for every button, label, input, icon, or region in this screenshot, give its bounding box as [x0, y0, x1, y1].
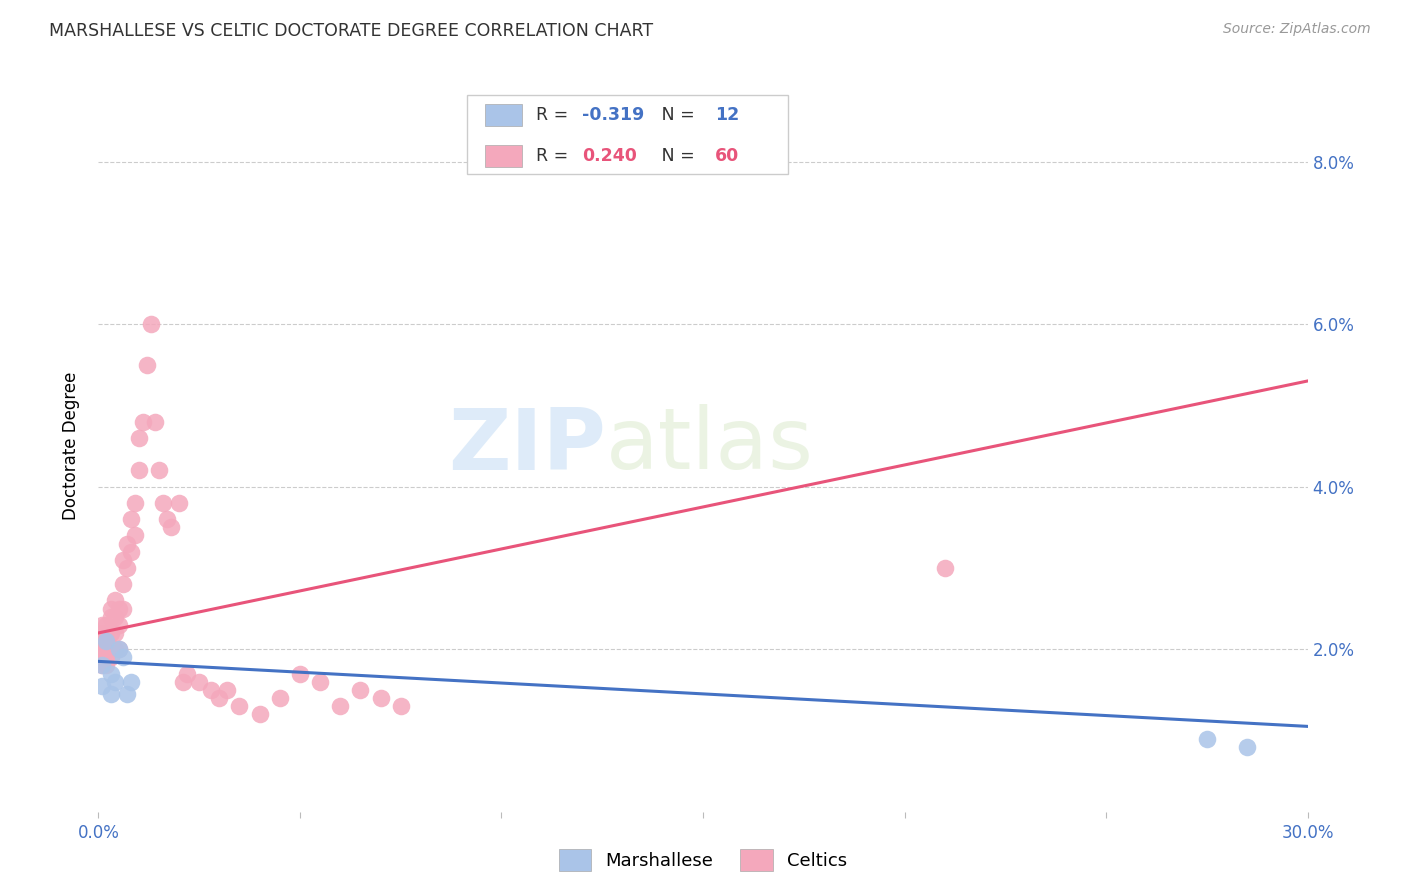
- Point: [934, 561, 956, 575]
- Point: [96, 634, 118, 648]
- Legend: Marshallese, Celtics: Marshallese, Celtics: [551, 842, 855, 879]
- Point: [107, 642, 129, 657]
- FancyBboxPatch shape: [485, 145, 522, 167]
- Point: [111, 601, 134, 615]
- Text: N =: N =: [645, 146, 700, 165]
- Point: [1195, 731, 1218, 746]
- Point: [120, 512, 142, 526]
- Point: [111, 577, 134, 591]
- Point: [208, 690, 231, 705]
- Point: [91, 617, 114, 632]
- Point: [96, 658, 118, 673]
- Point: [349, 682, 371, 697]
- Text: R =: R =: [536, 106, 574, 124]
- Point: [107, 642, 129, 657]
- Point: [103, 626, 125, 640]
- Point: [96, 650, 118, 665]
- Point: [107, 617, 129, 632]
- Point: [389, 699, 412, 714]
- Point: [100, 666, 122, 681]
- Point: [249, 707, 271, 722]
- Point: [120, 674, 142, 689]
- Text: 0.240: 0.240: [582, 146, 637, 165]
- Point: [96, 626, 118, 640]
- Point: [107, 601, 129, 615]
- Text: atlas: atlas: [606, 404, 814, 488]
- Point: [152, 496, 174, 510]
- Point: [156, 512, 179, 526]
- Point: [1236, 739, 1258, 754]
- Point: [91, 642, 114, 657]
- Point: [100, 642, 122, 657]
- Point: [228, 699, 250, 714]
- Text: MARSHALLESE VS CELTIC DOCTORATE DEGREE CORRELATION CHART: MARSHALLESE VS CELTIC DOCTORATE DEGREE C…: [49, 22, 654, 40]
- Text: Source: ZipAtlas.com: Source: ZipAtlas.com: [1223, 22, 1371, 37]
- Point: [269, 690, 291, 705]
- FancyBboxPatch shape: [467, 95, 787, 174]
- Point: [91, 658, 114, 673]
- Point: [100, 650, 122, 665]
- Point: [91, 679, 114, 693]
- Text: 12: 12: [716, 106, 740, 124]
- Point: [103, 593, 125, 607]
- Point: [115, 536, 138, 550]
- Point: [143, 415, 166, 429]
- Point: [115, 687, 138, 701]
- Text: 60: 60: [716, 146, 740, 165]
- Text: -0.319: -0.319: [582, 106, 644, 124]
- Point: [200, 682, 222, 697]
- Y-axis label: Doctorate Degree: Doctorate Degree: [62, 372, 80, 520]
- Point: [148, 463, 170, 477]
- FancyBboxPatch shape: [485, 104, 522, 127]
- Point: [91, 634, 114, 648]
- Point: [96, 634, 118, 648]
- Point: [100, 609, 122, 624]
- Point: [111, 553, 134, 567]
- Point: [91, 658, 114, 673]
- Text: N =: N =: [645, 106, 700, 124]
- Point: [160, 520, 183, 534]
- Text: R =: R =: [536, 146, 574, 165]
- Point: [329, 699, 352, 714]
- Point: [120, 544, 142, 558]
- Point: [96, 617, 118, 632]
- Point: [128, 463, 150, 477]
- Point: [139, 317, 162, 331]
- Point: [103, 609, 125, 624]
- Point: [309, 674, 332, 689]
- Point: [103, 674, 125, 689]
- Point: [111, 650, 134, 665]
- Point: [288, 666, 311, 681]
- Point: [188, 674, 211, 689]
- Point: [172, 674, 194, 689]
- Point: [370, 690, 392, 705]
- Point: [176, 666, 198, 681]
- Point: [124, 528, 146, 542]
- Point: [135, 358, 157, 372]
- Point: [167, 496, 190, 510]
- Point: [128, 431, 150, 445]
- Point: [100, 601, 122, 615]
- Point: [217, 682, 239, 697]
- Point: [100, 626, 122, 640]
- Point: [124, 496, 146, 510]
- Point: [132, 415, 155, 429]
- Point: [115, 561, 138, 575]
- Point: [103, 642, 125, 657]
- Point: [100, 687, 122, 701]
- Text: ZIP: ZIP: [449, 404, 606, 488]
- Point: [96, 642, 118, 657]
- Point: [91, 626, 114, 640]
- Point: [91, 650, 114, 665]
